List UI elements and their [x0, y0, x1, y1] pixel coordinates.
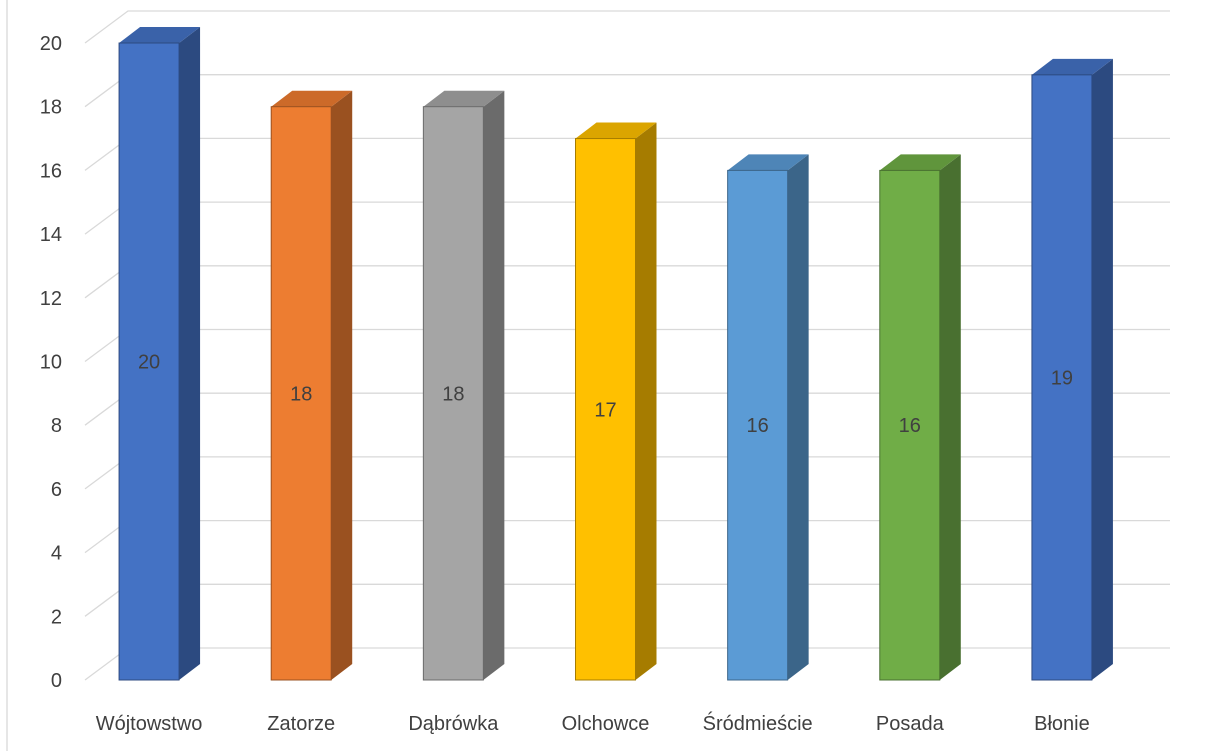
bar-side — [483, 90, 505, 680]
x-tick-label: Wójtowstwo — [96, 713, 203, 735]
bar-top — [423, 90, 505, 107]
y-tick-label: 8 — [51, 415, 62, 437]
bar — [727, 154, 809, 681]
bar-top — [1031, 58, 1113, 75]
y-tick-label: 14 — [40, 224, 62, 246]
bar-top — [575, 122, 657, 139]
y-tick-label: 12 — [40, 288, 62, 310]
bar-side — [1091, 58, 1113, 681]
x-tick-label: Błonie — [1034, 713, 1090, 735]
data-label: 16 — [747, 415, 769, 437]
data-label: 18 — [290, 383, 312, 405]
x-tick-label: Zatorze — [267, 713, 335, 735]
bar — [575, 122, 657, 681]
x-tick-label: Dąbrówka — [408, 713, 499, 735]
bar-front — [270, 106, 332, 681]
gridline — [84, 74, 1170, 108]
bar — [118, 27, 201, 681]
gridline — [84, 10, 1170, 44]
bar-front — [1031, 74, 1093, 681]
bar-front — [422, 106, 484, 681]
bar-side — [331, 90, 353, 680]
bar-side — [179, 27, 201, 680]
data-label: 20 — [138, 352, 160, 374]
bar-top — [271, 90, 353, 107]
x-tick-label: Posada — [876, 713, 945, 735]
y-tick-label: 10 — [40, 352, 62, 374]
bar — [270, 90, 353, 681]
y-tick-label: 0 — [51, 670, 62, 692]
bar-top — [727, 154, 809, 171]
y-tick-label: 2 — [51, 606, 62, 628]
bar-top — [119, 27, 201, 43]
data-label: 19 — [1051, 367, 1073, 389]
data-label: 17 — [594, 399, 616, 421]
bar-side — [787, 154, 809, 680]
y-tick-label: 20 — [40, 33, 62, 55]
y-tick-label: 16 — [40, 160, 62, 182]
bar-front — [575, 138, 636, 681]
bar-top — [879, 154, 961, 171]
bar — [879, 154, 961, 681]
bar-front — [118, 42, 180, 681]
bar — [1031, 58, 1113, 681]
bar-front — [727, 169, 789, 681]
data-label: 16 — [899, 415, 921, 437]
y-tick-label: 18 — [40, 97, 62, 119]
y-tick-label: 4 — [51, 543, 62, 565]
bar-front — [879, 169, 941, 681]
bar — [422, 90, 505, 681]
x-tick-label: Olchowce — [562, 713, 650, 735]
x-tick-label: Śródmieście — [703, 711, 813, 735]
bar-side — [939, 154, 961, 680]
bar-side — [635, 122, 657, 681]
y-tick-label: 6 — [51, 479, 62, 501]
data-label: 18 — [442, 383, 464, 405]
